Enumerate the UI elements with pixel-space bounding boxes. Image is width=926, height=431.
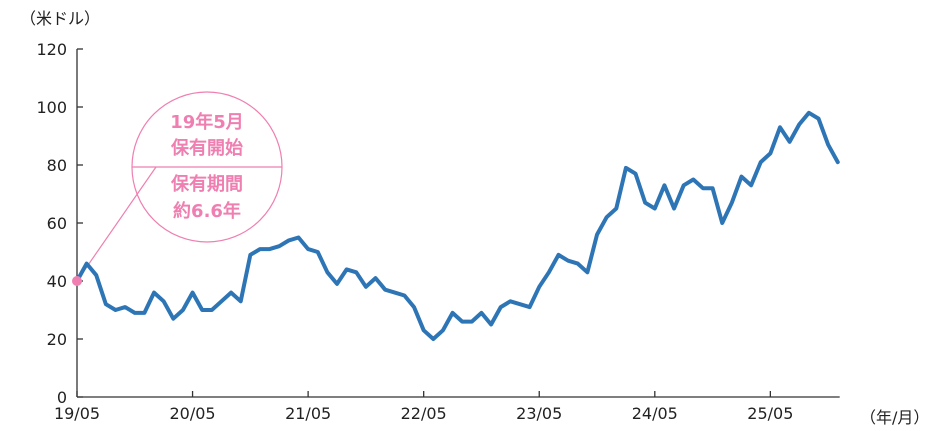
y-tick-label: 60	[47, 214, 67, 233]
y-tick-label: 20	[47, 330, 67, 349]
x-tick-label: 25/05	[747, 404, 793, 423]
x-tick-label: 23/05	[516, 404, 562, 423]
y-tick-label: 120	[36, 40, 67, 59]
start-marker	[72, 276, 82, 286]
annotation-top-text: 19年5月	[170, 111, 244, 133]
series-line	[75, 110, 840, 341]
y-tick-label: 80	[47, 156, 67, 175]
y-unit-label: （米ドル）	[20, 9, 100, 28]
annotation-bottom-text: 保有期間	[170, 173, 243, 195]
annotation-leader-line	[76, 166, 157, 282]
series-layer	[72, 110, 840, 341]
x-tick-label: 24/05	[632, 404, 678, 423]
annotation-top-text: 保有開始	[170, 137, 243, 159]
y-tick-label: 0	[57, 388, 67, 407]
x-tick-label: 19/05	[54, 404, 100, 423]
annotation-bottom-text: 約6.6年	[173, 200, 241, 222]
x-tick-label: 21/05	[285, 404, 331, 423]
y-tick-label: 40	[47, 272, 67, 291]
x-tick-label: 22/05	[401, 404, 447, 423]
x-tick-label: 20/05	[170, 404, 216, 423]
y-tick-label: 100	[36, 98, 67, 117]
x-unit-label: （年/月）	[860, 408, 926, 427]
axes-layer: 0 20 40 60 80 100 120 19/05 20/05 21/05 22/05 23/05…	[36, 40, 840, 423]
